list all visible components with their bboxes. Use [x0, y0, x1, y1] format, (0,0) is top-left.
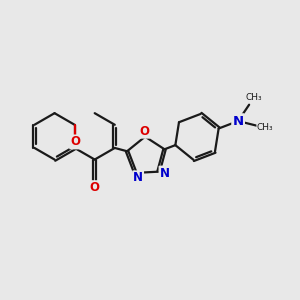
Text: N: N: [232, 115, 244, 128]
Text: O: O: [90, 181, 100, 194]
Text: CH₃: CH₃: [245, 93, 262, 102]
Text: N: N: [160, 167, 170, 179]
Text: CH₃: CH₃: [257, 123, 274, 132]
Text: N: N: [133, 171, 143, 184]
Text: O: O: [70, 136, 80, 148]
Text: O: O: [140, 125, 149, 138]
